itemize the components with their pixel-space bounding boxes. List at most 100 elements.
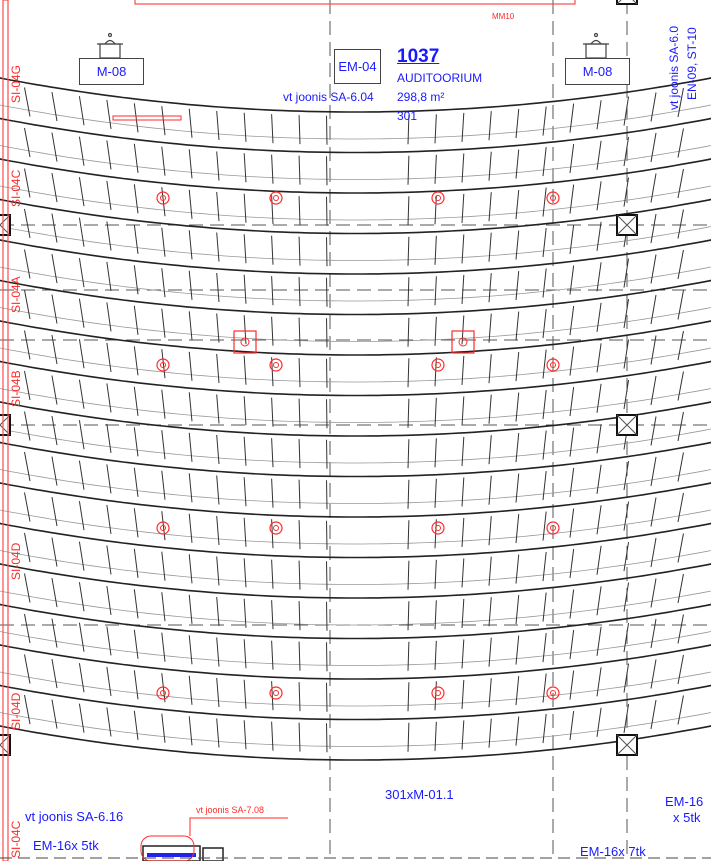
seat	[298, 398, 301, 428]
seat	[515, 635, 520, 665]
seat	[461, 720, 465, 750]
seat	[650, 173, 657, 203]
seat	[650, 375, 657, 406]
seat	[133, 548, 139, 578]
sprinkler-icon	[233, 330, 257, 354]
seat	[298, 560, 301, 590]
row-line	[0, 644, 711, 680]
seat	[542, 106, 547, 136]
seat	[542, 673, 547, 703]
seat	[623, 258, 630, 288]
seat	[461, 112, 465, 142]
seat	[243, 234, 247, 264]
seat	[51, 618, 58, 648]
seat	[24, 168, 31, 198]
seat	[243, 112, 247, 142]
seat	[24, 249, 31, 279]
seat	[434, 276, 437, 306]
seat	[488, 556, 492, 586]
seat	[542, 146, 547, 177]
seat	[461, 639, 465, 669]
column-cross	[0, 734, 11, 756]
top-red-element	[134, 0, 576, 5]
detector-ring	[431, 686, 445, 700]
seat	[216, 677, 220, 708]
smoke-detector-icon	[431, 686, 445, 700]
seat	[488, 435, 492, 465]
smoke-detector-icon	[156, 358, 170, 372]
seat	[569, 549, 575, 579]
seat	[596, 262, 602, 292]
seat	[407, 115, 410, 145]
sprinkler-box	[451, 330, 475, 354]
wall-label: SI-04D	[9, 542, 23, 580]
seat	[434, 600, 437, 630]
row-line	[0, 77, 711, 113]
label: EM-04	[338, 59, 377, 74]
seat	[78, 298, 85, 328]
seat	[569, 387, 575, 417]
seat-front-line	[0, 145, 711, 180]
seat-front-line	[0, 469, 711, 504]
seat	[542, 389, 547, 420]
seat	[515, 230, 520, 260]
column-icon	[0, 734, 11, 756]
detector-ring	[546, 686, 560, 700]
seat	[650, 335, 657, 365]
column-box	[0, 734, 11, 756]
detector-ring	[431, 191, 445, 205]
row-line	[0, 563, 711, 599]
seat	[623, 663, 630, 693]
seat	[623, 96, 630, 126]
seat	[461, 517, 465, 547]
seat	[78, 339, 85, 369]
seat	[434, 397, 437, 427]
seat	[51, 577, 58, 608]
seat	[51, 537, 58, 567]
seat	[106, 585, 112, 615]
seat	[216, 272, 220, 303]
red-callout-cloud	[140, 835, 195, 861]
wall-left	[2, 0, 9, 861]
seat	[78, 501, 85, 531]
seat	[188, 392, 193, 422]
reference-mm10: MM10	[492, 12, 515, 21]
reference-bottom-left: vt joonis SA-6.16	[25, 809, 124, 824]
red-fixture	[112, 115, 182, 121]
seat	[488, 232, 492, 262]
seat	[677, 371, 684, 401]
seat	[488, 313, 492, 343]
seat	[677, 695, 684, 725]
seat	[298, 439, 301, 469]
seat	[243, 558, 247, 588]
seat	[51, 213, 58, 243]
smoke-detector-icon	[156, 686, 170, 700]
seat	[216, 232, 220, 262]
seat	[407, 722, 410, 752]
seat-front-line	[0, 307, 711, 342]
seat	[188, 230, 193, 260]
seat	[407, 155, 410, 185]
seat	[298, 317, 301, 347]
detector-ring	[156, 358, 170, 372]
column-cross	[616, 734, 638, 756]
detector-core	[160, 525, 166, 531]
seat	[51, 456, 58, 486]
seat	[133, 427, 139, 457]
seat	[106, 99, 112, 129]
pot-icon	[97, 32, 123, 59]
seat-front-line	[0, 266, 711, 302]
seat	[106, 464, 112, 494]
seat	[133, 710, 139, 740]
seat	[434, 478, 437, 508]
detector-core	[435, 362, 441, 368]
seat-tag: 301xM-01.1	[385, 787, 454, 802]
seat	[161, 308, 166, 338]
seat	[488, 678, 492, 708]
wall-label: SI-04B	[9, 370, 23, 407]
seat	[24, 208, 31, 239]
seat	[542, 308, 547, 339]
seat	[461, 274, 465, 304]
seat	[243, 274, 247, 304]
